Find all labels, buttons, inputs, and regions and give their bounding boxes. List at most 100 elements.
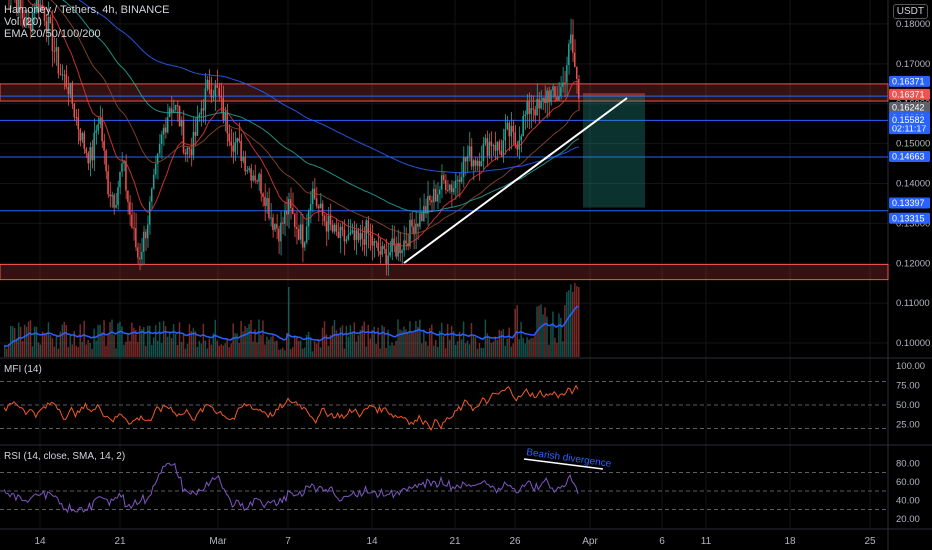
volume-bar — [75, 345, 77, 357]
volume-bar — [359, 329, 362, 357]
volume-bar — [97, 324, 99, 357]
volume-bar — [135, 330, 137, 357]
candle-body — [379, 251, 381, 255]
candle-body — [218, 87, 220, 96]
candle-body — [488, 141, 491, 156]
mfi-label[interactable]: MFI (14) — [4, 364, 42, 375]
candle-body — [141, 251, 143, 260]
candle-body — [53, 50, 56, 52]
candle-body — [19, 0, 22, 11]
volume-bar — [188, 324, 191, 357]
volume-bar — [395, 340, 397, 357]
volume-bar — [51, 338, 54, 357]
volume-bar — [578, 287, 580, 357]
candle-body — [476, 160, 479, 166]
time-tick-label: Apr — [582, 536, 598, 547]
volume-bar — [184, 348, 187, 357]
volume-bar — [37, 342, 40, 357]
volume-bar — [365, 346, 367, 357]
volume-bar — [458, 331, 461, 357]
volume-bar — [129, 341, 131, 357]
divergence-annotation: Bearish divergence — [526, 447, 613, 470]
ema-label[interactable]: EMA 20/50/100/200 — [4, 28, 101, 40]
volume-bar — [256, 342, 258, 357]
volume-bar — [29, 320, 32, 357]
candle-body — [278, 228, 280, 242]
candle-body — [93, 132, 95, 161]
currency-button[interactable]: USDT — [892, 4, 928, 19]
volume-bar — [17, 322, 20, 357]
volume-bar — [234, 333, 236, 357]
volume-bar — [313, 341, 316, 357]
candle-body — [248, 168, 250, 170]
volume-bar — [429, 328, 431, 357]
time-tick-label: 18 — [784, 536, 796, 547]
volume-bar — [452, 331, 455, 357]
candle-body — [272, 217, 274, 230]
volume-bar — [190, 331, 193, 357]
volume-bar — [33, 326, 36, 357]
price-tag-label: 0.13397 — [892, 198, 925, 208]
volume-bar — [554, 337, 556, 357]
volume-bar — [327, 345, 330, 357]
candle-body — [500, 150, 503, 156]
candle-body — [55, 47, 58, 52]
candle-body — [357, 230, 360, 240]
volume-bar — [357, 335, 360, 357]
volume-bar — [371, 329, 373, 357]
volume-bar — [345, 325, 348, 357]
mfi-tick-label: 100.00 — [896, 361, 925, 372]
candle-body — [321, 203, 324, 216]
price-tick-label: 0.13000 — [896, 218, 930, 229]
volume-bar — [49, 335, 52, 357]
time-tick-label: 14 — [34, 536, 46, 547]
candle-body — [448, 184, 451, 191]
ema-100-line — [62, 0, 580, 213]
volume-bar — [216, 340, 219, 357]
symbol-label[interactable]: Hamoney / Tethers, 4h, BINANCE — [4, 4, 170, 16]
volume-bar — [91, 348, 93, 357]
volume-bar — [544, 307, 546, 357]
volume-bar — [534, 334, 536, 357]
volume-bar — [154, 325, 157, 357]
volume-bar — [307, 331, 310, 357]
volume-bar — [198, 340, 201, 357]
candle-body — [558, 96, 560, 101]
volume-bar — [526, 337, 528, 357]
volume-bar — [113, 335, 115, 357]
volume-bar — [486, 333, 489, 357]
volume-bar — [262, 320, 264, 357]
candle-body — [143, 231, 145, 252]
candle-body — [154, 163, 157, 175]
candle-body — [548, 90, 550, 103]
candle-body — [387, 255, 389, 265]
rsi-label[interactable]: RSI (14, close, SMA, 14, 2) — [4, 451, 126, 462]
candle-body — [530, 108, 532, 115]
volume-bar — [103, 320, 105, 357]
candle-body — [409, 219, 411, 247]
candle-body — [347, 234, 350, 240]
candle-body — [478, 160, 481, 167]
price-tag-label: 0.15582 — [892, 115, 925, 125]
volume-bar — [478, 343, 481, 357]
time-tick-label: 6 — [659, 536, 665, 547]
candle-body — [450, 184, 453, 193]
candle-body — [228, 133, 230, 142]
candle-body — [87, 152, 89, 164]
candle-body — [206, 79, 209, 89]
candle-body — [210, 89, 213, 98]
candle-body — [431, 200, 433, 203]
candle-body — [538, 99, 540, 109]
volume-bar — [117, 323, 119, 357]
volume-bar — [39, 344, 42, 357]
volume-bar — [45, 332, 48, 357]
candle-body — [514, 132, 516, 145]
volume-bar — [305, 334, 308, 357]
volume-bar — [208, 338, 211, 357]
volume-bar — [450, 325, 453, 357]
candle-body — [256, 180, 258, 182]
candle-body — [353, 230, 356, 241]
volume-bar — [286, 332, 288, 357]
volume-label[interactable]: Vol (20) — [4, 16, 42, 28]
